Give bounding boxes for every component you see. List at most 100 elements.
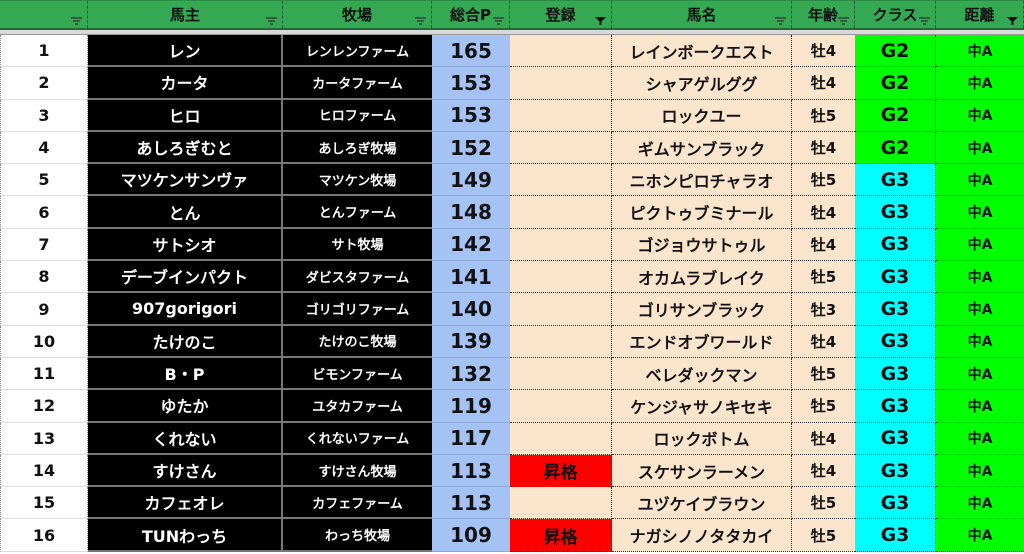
registration-cell[interactable]	[510, 99, 612, 132]
owner-cell[interactable]: B・P	[88, 357, 283, 391]
class-cell[interactable]: G3	[855, 390, 936, 423]
registration-cell[interactable]	[510, 422, 612, 455]
age-cell[interactable]: 牡4	[792, 131, 855, 165]
filter-dropdown-icon[interactable]	[774, 12, 787, 25]
owner-cell[interactable]: マツケンサンヴァ	[88, 164, 283, 197]
class-cell[interactable]: G3	[855, 487, 936, 520]
farm-cell[interactable]: わっち牧場	[283, 519, 432, 552]
class-cell[interactable]: G3	[855, 454, 936, 488]
farm-cell[interactable]: すけさん牧場	[283, 454, 432, 488]
owner-cell[interactable]: TUNわっち	[88, 519, 283, 552]
registration-cell[interactable]	[510, 325, 612, 358]
distance-cell[interactable]: 中A	[936, 357, 1024, 391]
distance-cell[interactable]: 中A	[936, 228, 1024, 262]
owner-cell[interactable]: サトシオ	[88, 228, 283, 262]
filter-dropdown-icon[interactable]	[837, 12, 850, 25]
horse-name-cell[interactable]: スケサンラーメン	[612, 454, 792, 488]
owner-cell[interactable]: ゆたか	[88, 390, 283, 423]
registration-cell[interactable]: 昇格	[510, 519, 612, 552]
farm-cell[interactable]: ゴリゴリファーム	[283, 293, 432, 326]
class-cell[interactable]: G3	[855, 519, 936, 552]
distance-cell[interactable]: 中A	[936, 519, 1024, 552]
distance-cell[interactable]: 中A	[936, 35, 1024, 68]
horse-name-cell[interactable]: ベレダックマン	[612, 357, 792, 391]
distance-cell[interactable]: 中A	[936, 390, 1024, 423]
registration-cell[interactable]	[510, 164, 612, 197]
rank-cell[interactable]: 15	[0, 487, 88, 520]
rank-cell[interactable]: 14	[0, 454, 88, 488]
rank-cell[interactable]: 12	[0, 390, 88, 423]
total-points-cell[interactable]: 113	[432, 454, 510, 488]
total-points-cell[interactable]: 152	[432, 131, 510, 165]
total-points-cell[interactable]: 109	[432, 519, 510, 552]
class-cell[interactable]: G2	[855, 99, 936, 132]
farm-cell[interactable]: ビモンファーム	[283, 357, 432, 391]
age-cell[interactable]: 牡4	[792, 325, 855, 358]
distance-cell[interactable]: 中A	[936, 293, 1024, 326]
registration-cell[interactable]	[510, 357, 612, 391]
distance-cell[interactable]: 中A	[936, 454, 1024, 488]
age-cell[interactable]: 牡5	[792, 487, 855, 520]
horse-name-cell[interactable]: ギムサンブラック	[612, 131, 792, 165]
age-cell[interactable]: 牡4	[792, 35, 855, 68]
horse-name-cell[interactable]: ユヅケイブラウン	[612, 487, 792, 520]
registration-cell[interactable]	[510, 228, 612, 262]
registration-cell[interactable]	[510, 67, 612, 100]
distance-cell[interactable]: 中A	[936, 131, 1024, 165]
age-cell[interactable]: 牡4	[792, 196, 855, 229]
total-points-cell[interactable]: 153	[432, 67, 510, 100]
class-cell[interactable]: G2	[855, 67, 936, 100]
filter-dropdown-icon[interactable]	[918, 12, 931, 25]
distance-cell[interactable]: 中A	[936, 196, 1024, 229]
rank-cell[interactable]: 7	[0, 228, 88, 262]
registration-cell[interactable]: 昇格	[510, 454, 612, 488]
owner-cell[interactable]: 907gorigori	[88, 293, 283, 326]
owner-cell[interactable]: すけさん	[88, 454, 283, 488]
farm-cell[interactable]: ダビスタファーム	[283, 261, 432, 294]
class-cell[interactable]: G3	[855, 261, 936, 294]
class-cell[interactable]: G2	[855, 131, 936, 165]
class-cell[interactable]: G2	[855, 35, 936, 68]
rank-cell[interactable]: 13	[0, 422, 88, 455]
rank-cell[interactable]: 8	[0, 261, 88, 294]
total-points-cell[interactable]: 140	[432, 293, 510, 326]
age-cell[interactable]: 牡4	[792, 228, 855, 262]
distance-cell[interactable]: 中A	[936, 422, 1024, 455]
distance-cell[interactable]: 中A	[936, 325, 1024, 358]
farm-cell[interactable]: カフェファーム	[283, 487, 432, 520]
owner-cell[interactable]: カータ	[88, 67, 283, 100]
rank-cell[interactable]: 10	[0, 325, 88, 358]
class-cell[interactable]: G3	[855, 325, 936, 358]
rank-cell[interactable]: 9	[0, 293, 88, 326]
total-points-cell[interactable]: 141	[432, 261, 510, 294]
class-cell[interactable]: G3	[855, 228, 936, 262]
filter-dropdown-icon[interactable]	[70, 12, 83, 25]
total-points-cell[interactable]: 113	[432, 487, 510, 520]
age-cell[interactable]: 牡5	[792, 519, 855, 552]
class-cell[interactable]: G3	[855, 357, 936, 391]
total-points-cell[interactable]: 149	[432, 164, 510, 197]
farm-cell[interactable]: マツケン牧場	[283, 164, 432, 197]
total-points-cell[interactable]: 148	[432, 196, 510, 229]
owner-cell[interactable]: とん	[88, 196, 283, 229]
farm-cell[interactable]: とんファーム	[283, 196, 432, 229]
class-cell[interactable]: G3	[855, 164, 936, 197]
rank-cell[interactable]: 6	[0, 196, 88, 229]
age-cell[interactable]: 牡5	[792, 164, 855, 197]
horse-name-cell[interactable]: ケンジャサノキセキ	[612, 390, 792, 423]
filter-active-icon[interactable]	[1006, 12, 1019, 25]
horse-name-cell[interactable]: ナガシノノタタカイ	[612, 519, 792, 552]
rank-cell[interactable]: 1	[0, 35, 88, 68]
age-cell[interactable]: 牡5	[792, 261, 855, 294]
horse-name-cell[interactable]: オカムラブレイク	[612, 261, 792, 294]
horse-name-cell[interactable]: ピクトゥブミナール	[612, 196, 792, 229]
age-cell[interactable]: 牡4	[792, 67, 855, 100]
distance-cell[interactable]: 中A	[936, 99, 1024, 132]
owner-cell[interactable]: たけのこ	[88, 325, 283, 358]
horse-name-cell[interactable]: ニホンピロチャラオ	[612, 164, 792, 197]
rank-cell[interactable]: 2	[0, 67, 88, 100]
horse-name-cell[interactable]: シャアゲルググ	[612, 67, 792, 100]
registration-cell[interactable]	[510, 487, 612, 520]
rank-cell[interactable]: 5	[0, 164, 88, 197]
owner-cell[interactable]: カフェオレ	[88, 487, 283, 520]
